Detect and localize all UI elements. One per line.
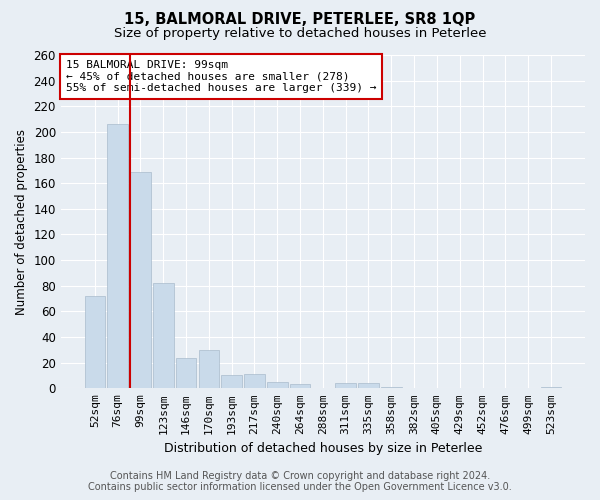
Bar: [358, 383, 379, 388]
Bar: [153, 283, 173, 389]
Bar: [85, 296, 105, 388]
Bar: [290, 384, 310, 388]
Bar: [176, 358, 196, 388]
Bar: [107, 124, 128, 388]
Text: 15 BALMORAL DRIVE: 99sqm
← 45% of detached houses are smaller (278)
55% of semi-: 15 BALMORAL DRIVE: 99sqm ← 45% of detach…: [66, 60, 377, 93]
X-axis label: Distribution of detached houses by size in Peterlee: Distribution of detached houses by size …: [164, 442, 482, 455]
Text: Size of property relative to detached houses in Peterlee: Size of property relative to detached ho…: [114, 28, 486, 40]
Bar: [335, 383, 356, 388]
Bar: [267, 382, 287, 388]
Text: 15, BALMORAL DRIVE, PETERLEE, SR8 1QP: 15, BALMORAL DRIVE, PETERLEE, SR8 1QP: [124, 12, 476, 28]
Bar: [541, 387, 561, 388]
Bar: [381, 387, 401, 388]
Bar: [244, 374, 265, 388]
Bar: [199, 350, 219, 389]
Text: Contains HM Land Registry data © Crown copyright and database right 2024.
Contai: Contains HM Land Registry data © Crown c…: [88, 471, 512, 492]
Bar: [221, 376, 242, 388]
Bar: [130, 172, 151, 388]
Y-axis label: Number of detached properties: Number of detached properties: [15, 128, 28, 314]
